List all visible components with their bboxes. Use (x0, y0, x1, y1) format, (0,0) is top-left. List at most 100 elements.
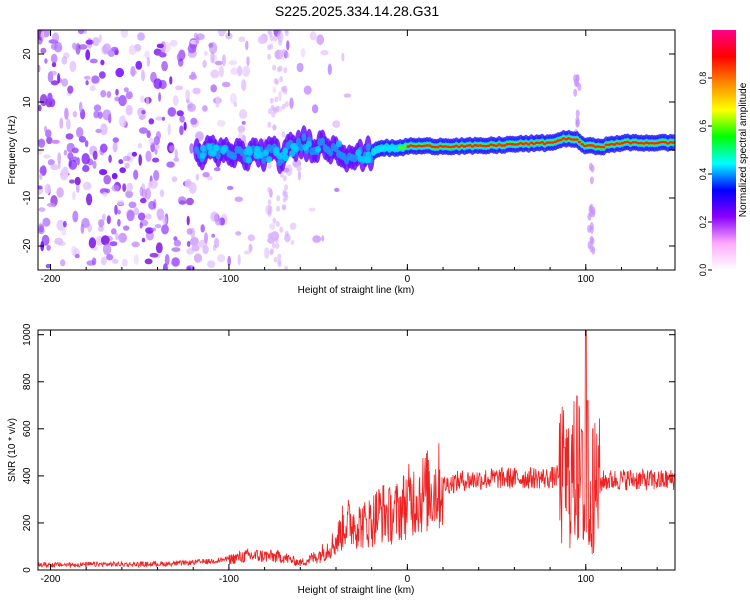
spectral-blob (267, 121, 272, 128)
ridge-core (295, 137, 302, 146)
spectral-blob (176, 110, 184, 117)
colorbar-tick-label: 0.2 (698, 216, 708, 229)
ridge-max (470, 145, 475, 148)
spectral-blob (264, 247, 270, 259)
spectral-blob (169, 39, 178, 47)
spectral-blob (106, 254, 114, 261)
spectral-blob (116, 199, 125, 206)
ridge-max (526, 143, 531, 146)
spectral-blob (119, 167, 126, 174)
spectral-blob (272, 64, 277, 71)
spectral-blob (98, 71, 106, 79)
spectral-blob (282, 191, 287, 197)
spectral-blob (168, 145, 175, 152)
ridge-max (502, 144, 507, 147)
spectral-blob (159, 189, 165, 198)
x-tick-label: 0 (405, 274, 411, 285)
ridge-max (599, 145, 603, 149)
y-tick-label: 1000 (22, 323, 33, 346)
spectral-blob (309, 31, 317, 41)
spectral-blob (112, 258, 119, 264)
spectral-blob (284, 30, 289, 37)
ridge-dot (266, 156, 272, 163)
spectral-blob (190, 236, 199, 247)
spectral-blob (284, 230, 289, 237)
spectral-blob (308, 207, 316, 212)
spectral-blob (119, 115, 127, 128)
spectral-blob (145, 96, 150, 106)
spectral-blob (267, 53, 272, 60)
ridge-max (615, 142, 619, 145)
ridge-max (623, 141, 627, 144)
spectral-blob (78, 44, 88, 50)
spectral-blob (327, 63, 332, 76)
spectral-blob (226, 185, 234, 190)
spectral-blob (341, 52, 345, 62)
spectral-blob (202, 105, 208, 112)
spectral-blob (114, 204, 118, 215)
snr-y-label: SNR (10 * v/v) (7, 418, 18, 482)
spectral-blob (177, 58, 184, 67)
ridge-max (666, 142, 670, 145)
ridge-max (481, 144, 486, 148)
spectral-blob (97, 111, 103, 119)
ridge-dot (336, 140, 342, 148)
spectral-blob (51, 139, 60, 144)
spectral-blob (241, 120, 246, 125)
ridge-max (671, 141, 675, 144)
spectral-blob (195, 173, 199, 181)
spectral-blob (108, 154, 112, 163)
spectral-blob (575, 109, 580, 118)
spectral-blob (215, 219, 222, 226)
ridge-dot (293, 145, 300, 153)
spectral-blob (247, 234, 255, 242)
y-tick-label: 20 (22, 48, 33, 60)
x-tick-label: -100 (219, 574, 239, 585)
ridge-max (572, 138, 576, 141)
spectral-blob (118, 232, 127, 243)
spectral-blob (76, 126, 84, 138)
spectral-blob (175, 85, 184, 91)
spectral-blob (300, 48, 306, 58)
spectral-blob (67, 85, 74, 94)
ridge-max (652, 142, 657, 145)
spectral-blob (173, 157, 180, 162)
spectral-blob (64, 107, 69, 120)
spectral-blob (117, 218, 121, 227)
spectral-blob (125, 104, 133, 116)
spectral-blob (86, 193, 93, 206)
spectral-blob (145, 150, 152, 162)
spectral-blob (243, 250, 251, 255)
spectral-blob (281, 103, 286, 110)
spectral-blob (166, 161, 175, 168)
y-tick-label: 10 (22, 96, 33, 108)
x-tick-label: -200 (40, 274, 60, 285)
spectral-blob (276, 205, 281, 212)
spectral-blob (303, 85, 312, 95)
spectral-blob (282, 48, 286, 55)
figure-title: S225.2025.334.14.28.G31 (275, 3, 439, 19)
spectral-blob (210, 211, 219, 222)
ridge-max (476, 144, 480, 147)
spectral-blob (278, 90, 282, 102)
ridge-core (231, 152, 237, 161)
ridge-max (521, 142, 526, 146)
ridge-dot (365, 156, 372, 164)
ridge-dot (246, 156, 252, 164)
spectral-blob (587, 224, 592, 233)
spectral-blob (277, 261, 282, 268)
spectral-blob (118, 95, 127, 107)
spectral-blob (184, 178, 192, 189)
spectral-blob (186, 228, 193, 235)
spectral-blob (56, 187, 64, 198)
ridge-max (583, 144, 587, 148)
spectral-blob (577, 83, 582, 91)
spectral-blob (100, 143, 108, 153)
ridge-max (593, 145, 598, 149)
spectral-blob (47, 92, 53, 102)
spectral-blob (44, 58, 48, 64)
spectral-blob (135, 60, 143, 70)
spectral-blob (149, 180, 158, 189)
spectral-blob (163, 42, 171, 53)
